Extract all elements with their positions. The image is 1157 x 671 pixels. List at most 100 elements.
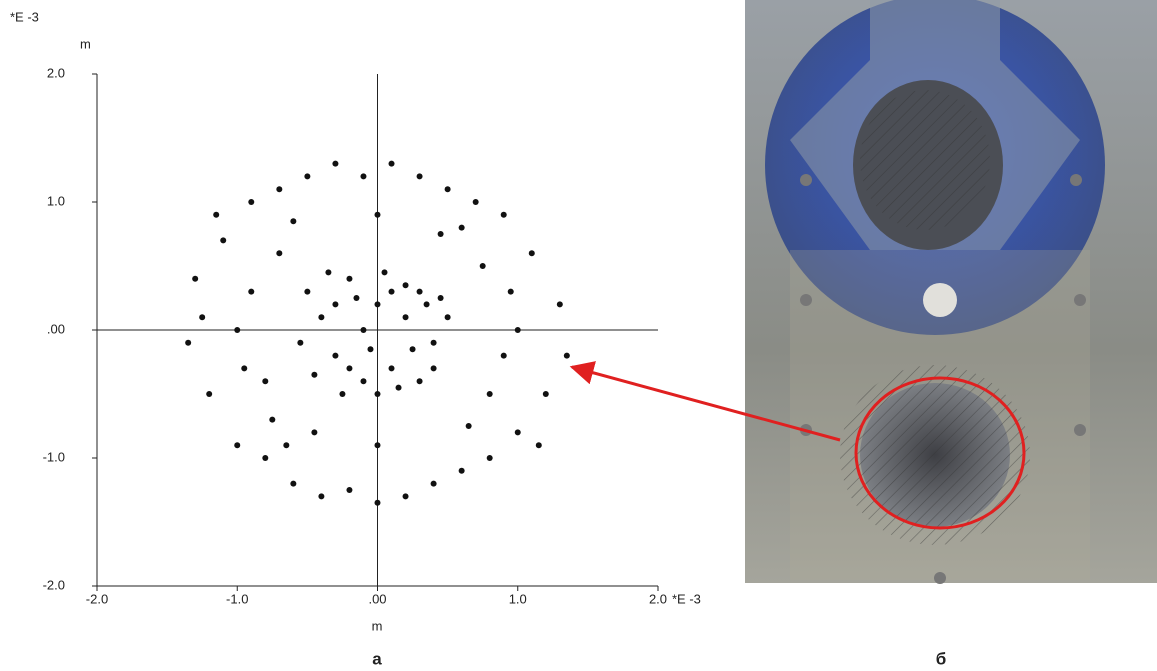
point	[276, 186, 283, 193]
point	[409, 346, 416, 353]
point	[304, 173, 311, 180]
point	[276, 250, 283, 257]
point	[346, 365, 353, 372]
point	[458, 224, 465, 231]
point	[297, 339, 304, 346]
y-tick-label: .00	[47, 321, 65, 336]
point	[213, 211, 220, 218]
point	[332, 352, 339, 359]
point	[185, 339, 192, 346]
point	[318, 314, 325, 321]
point	[332, 160, 339, 167]
y-tick-label: 2.0	[47, 65, 65, 80]
point	[514, 429, 521, 436]
point	[346, 487, 353, 493]
x-axis-label: m	[372, 618, 383, 633]
point	[500, 211, 507, 218]
y-tick-label: -1.0	[43, 449, 65, 464]
point	[430, 365, 437, 372]
point	[479, 263, 486, 269]
point	[325, 269, 332, 276]
point	[234, 327, 241, 333]
point	[269, 416, 276, 423]
point	[430, 339, 437, 346]
point	[563, 352, 570, 359]
x-tick-label: 2.0	[649, 591, 667, 606]
point	[283, 442, 290, 449]
point	[192, 275, 199, 282]
point	[290, 218, 297, 225]
x-tick-label: -2.0	[86, 591, 108, 606]
point	[248, 199, 255, 205]
point	[395, 384, 402, 391]
point	[402, 493, 409, 500]
point	[241, 365, 248, 372]
point	[374, 211, 381, 218]
point	[339, 391, 346, 397]
point	[465, 423, 472, 429]
x-tick-label: 1.0	[509, 591, 527, 606]
point	[556, 301, 563, 308]
point	[472, 199, 479, 205]
point	[528, 250, 535, 257]
x-tick-label: -1.0	[226, 591, 248, 606]
point	[402, 282, 409, 289]
point	[353, 295, 360, 301]
y-axis-label: m	[80, 36, 91, 51]
point	[199, 314, 206, 321]
point	[360, 173, 367, 180]
point	[311, 371, 318, 378]
point	[360, 378, 367, 385]
point	[381, 269, 388, 276]
x-unit: *E -3	[672, 591, 701, 606]
point	[388, 288, 395, 295]
point	[332, 301, 339, 308]
point	[542, 391, 549, 397]
panel-label: а	[372, 649, 382, 668]
point	[416, 378, 423, 385]
point	[220, 237, 227, 244]
point	[486, 391, 493, 397]
point	[437, 295, 444, 301]
x-tick-label: .00	[368, 591, 386, 606]
point	[416, 173, 423, 180]
point	[262, 455, 269, 461]
point	[248, 288, 255, 295]
point	[304, 288, 311, 295]
point	[416, 288, 423, 295]
panel-label: б	[936, 649, 947, 668]
point	[535, 442, 542, 449]
point	[367, 346, 374, 353]
point	[360, 327, 367, 333]
plot: -2.0 -1.0 .00 1.0 2.0 -2.0 -1.0 .00 1.0 2.0	[43, 65, 667, 606]
point	[507, 288, 514, 295]
point	[423, 301, 430, 308]
point	[374, 499, 381, 506]
point	[514, 327, 521, 333]
point	[388, 365, 395, 372]
y-tick-label: -2.0	[43, 577, 65, 592]
point	[402, 314, 409, 321]
point	[500, 352, 507, 359]
point	[486, 455, 493, 461]
point	[444, 314, 451, 321]
point	[374, 391, 381, 397]
point	[437, 231, 444, 237]
point	[206, 391, 213, 397]
point	[374, 301, 381, 308]
point	[388, 160, 395, 167]
point	[311, 429, 318, 436]
point	[290, 480, 297, 487]
point	[346, 275, 353, 282]
point	[444, 186, 451, 193]
y-tick-label: 1.0	[47, 193, 65, 208]
photo	[569, 0, 1157, 584]
y-unit: *E -3	[10, 9, 39, 24]
point	[430, 480, 437, 487]
point	[374, 442, 381, 449]
point	[234, 442, 241, 449]
point	[262, 378, 269, 385]
point	[458, 467, 465, 474]
point	[318, 493, 325, 500]
